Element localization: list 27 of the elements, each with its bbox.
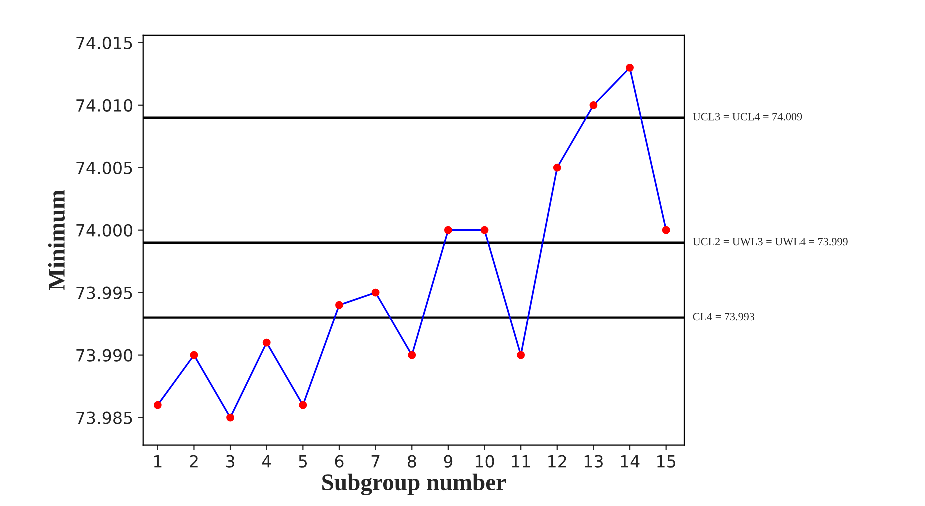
x-tick-label: 14: [621, 456, 640, 468]
ref-line-label: UCL3 = UCL4 = 74.009: [693, 113, 802, 121]
x-tick-label: 1: [154, 456, 162, 468]
x-tick-label: 15: [658, 456, 676, 468]
y-tick-label: 73.995: [76, 286, 132, 300]
x-tick-label: 3: [226, 455, 234, 468]
x-tick-label: 9: [444, 455, 453, 468]
x-tick-label: 6: [335, 455, 344, 468]
x-tick-label: 2: [190, 455, 198, 468]
ref-line-label: CL4 = 73.993: [693, 313, 755, 321]
ref-line-label: UCL2 = UWL3 = UWL4 = 73.999: [693, 238, 848, 246]
y-tick-label: 74.000: [76, 224, 133, 237]
y-axis-title: Minimum: [48, 190, 66, 290]
x-axis-title: Subgroup number: [322, 474, 506, 496]
x-tick-label: 5: [299, 456, 308, 468]
y-tick-label: 73.985: [76, 412, 132, 424]
y-tick-label: 74.015: [76, 36, 132, 50]
x-tick-label: 10: [476, 455, 494, 468]
x-tick-label: 11: [512, 456, 530, 468]
x-tick-label: 8: [408, 455, 416, 468]
x-tick-label: 7: [372, 456, 380, 468]
y-tick-label: 73.990: [76, 349, 133, 362]
x-tick-label: 13: [584, 455, 603, 468]
y-tick-label: 74.010: [76, 99, 133, 112]
x-tick-label: 12: [548, 455, 566, 468]
y-tick-label: 74.005: [76, 162, 132, 174]
x-tick-label: 4: [262, 456, 272, 468]
